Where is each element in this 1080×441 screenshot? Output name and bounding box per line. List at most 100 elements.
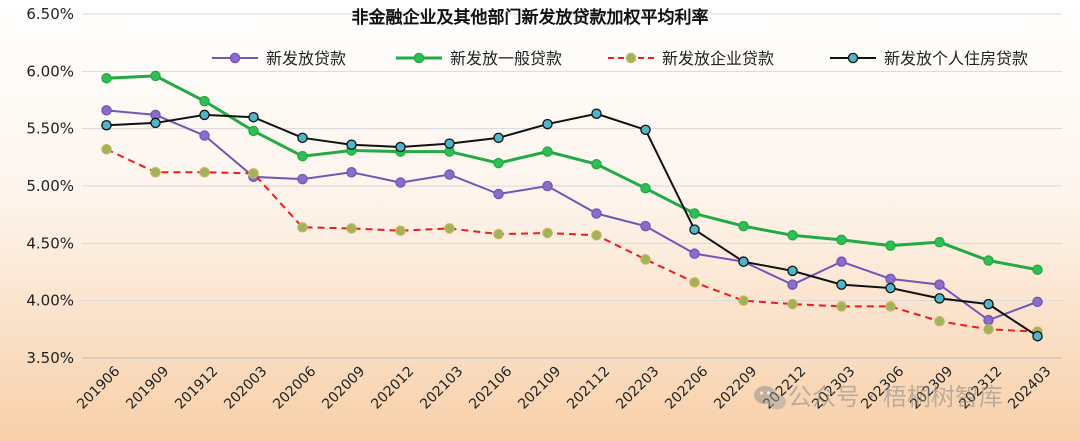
data-point bbox=[493, 188, 504, 200]
data-point bbox=[297, 222, 308, 233]
series-line bbox=[106, 74, 1038, 272]
series-lines bbox=[101, 70, 1043, 342]
data-point bbox=[885, 282, 896, 294]
data-point bbox=[248, 168, 259, 179]
series-3 bbox=[101, 144, 1043, 337]
data-point bbox=[591, 230, 602, 241]
data-point bbox=[885, 240, 896, 251]
data-point bbox=[836, 279, 847, 290]
data-point bbox=[199, 109, 210, 121]
data-point bbox=[836, 256, 847, 267]
data-point bbox=[395, 141, 406, 153]
legend-marker bbox=[625, 52, 637, 64]
data-point bbox=[787, 230, 798, 241]
data-point bbox=[689, 248, 700, 259]
data-point bbox=[689, 277, 700, 288]
data-point bbox=[101, 144, 112, 155]
data-point bbox=[248, 111, 259, 123]
data-point bbox=[150, 70, 161, 82]
data-point bbox=[542, 180, 553, 192]
data-point bbox=[787, 265, 798, 277]
data-point bbox=[199, 130, 210, 141]
data-point bbox=[983, 255, 994, 266]
x-tick-label: 201906 bbox=[74, 363, 123, 412]
x-tick-label: 202403 bbox=[1005, 364, 1054, 413]
data-point bbox=[836, 301, 847, 312]
x-tick-label: 202112 bbox=[564, 364, 613, 413]
chart-title: 非金融企业及其他部门新发放贷款加权平均利率 bbox=[352, 7, 709, 28]
data-point bbox=[150, 117, 161, 129]
x-tick-label: 201909 bbox=[123, 364, 172, 413]
data-point bbox=[934, 279, 945, 290]
data-point bbox=[444, 223, 455, 234]
x-tick-label: 202203 bbox=[613, 364, 662, 413]
data-point bbox=[199, 166, 210, 178]
y-tick-label: 6.00% bbox=[26, 62, 74, 80]
legend-label: 新发放贷款 bbox=[266, 49, 346, 68]
y-tick-label: 6.50% bbox=[26, 5, 74, 23]
x-tick-label: 202012 bbox=[368, 364, 417, 413]
legend-label: 新发放企业贷款 bbox=[662, 49, 774, 68]
data-point bbox=[101, 105, 112, 116]
legend-item: 新发放企业贷款 bbox=[608, 49, 774, 68]
data-point bbox=[983, 314, 994, 326]
data-point bbox=[542, 146, 553, 157]
data-point bbox=[934, 293, 945, 304]
legend-label: 新发放一般贷款 bbox=[450, 49, 562, 68]
x-tick-label: 202106 bbox=[466, 363, 515, 412]
data-point bbox=[150, 166, 161, 178]
data-point bbox=[346, 139, 357, 150]
data-point bbox=[787, 279, 798, 290]
data-point bbox=[199, 95, 210, 107]
data-point bbox=[934, 236, 945, 248]
data-point bbox=[346, 166, 357, 178]
data-point bbox=[640, 124, 651, 136]
series-line bbox=[106, 112, 1039, 338]
data-point bbox=[640, 254, 651, 265]
data-point bbox=[297, 173, 308, 185]
data-point bbox=[493, 132, 504, 144]
data-point bbox=[738, 256, 749, 267]
x-tick-label: 202209 bbox=[711, 364, 760, 413]
data-point bbox=[591, 158, 602, 170]
legend: 新发放贷款 新发放一般贷款 新发放企业贷款 新发放个人住房贷款 bbox=[212, 49, 1028, 68]
legend-label: 新发放个人住房贷款 bbox=[884, 49, 1028, 68]
data-point bbox=[1032, 330, 1043, 342]
data-point bbox=[738, 220, 749, 232]
gridlines bbox=[82, 13, 1062, 359]
data-point bbox=[787, 298, 798, 310]
x-tick-label: 202006 bbox=[270, 363, 319, 412]
data-point bbox=[983, 298, 994, 310]
data-point bbox=[689, 208, 700, 219]
data-point bbox=[689, 224, 700, 235]
x-tick-label: 202003 bbox=[221, 364, 270, 413]
y-axis: 3.50% 4.00% 4.50% 5.00% 5.50% 6.00% 6.50% bbox=[26, 5, 74, 367]
data-point bbox=[885, 273, 896, 285]
data-point bbox=[493, 228, 504, 240]
data-point bbox=[101, 119, 112, 131]
y-tick-label: 4.00% bbox=[26, 292, 74, 310]
series-line bbox=[106, 109, 1038, 322]
data-point bbox=[542, 118, 553, 130]
legend-item: 新发放个人住房贷款 bbox=[830, 49, 1028, 68]
data-point bbox=[640, 220, 651, 232]
legend-marker bbox=[413, 52, 425, 64]
legend-marker bbox=[229, 52, 241, 64]
watermark: 公众号 · 梧桐树智库 bbox=[754, 383, 1003, 411]
data-point bbox=[101, 72, 112, 84]
data-point bbox=[1032, 296, 1043, 308]
data-point bbox=[591, 108, 602, 120]
series-4 bbox=[101, 108, 1043, 342]
x-tick-label: 202009 bbox=[319, 364, 368, 413]
data-point bbox=[542, 227, 553, 239]
data-point bbox=[1032, 264, 1043, 275]
y-tick-label: 3.50% bbox=[26, 349, 74, 367]
data-point bbox=[297, 150, 308, 162]
series-1 bbox=[101, 105, 1043, 326]
data-point bbox=[395, 177, 406, 188]
data-point bbox=[493, 157, 504, 169]
data-point bbox=[836, 234, 847, 246]
data-point bbox=[248, 125, 259, 137]
